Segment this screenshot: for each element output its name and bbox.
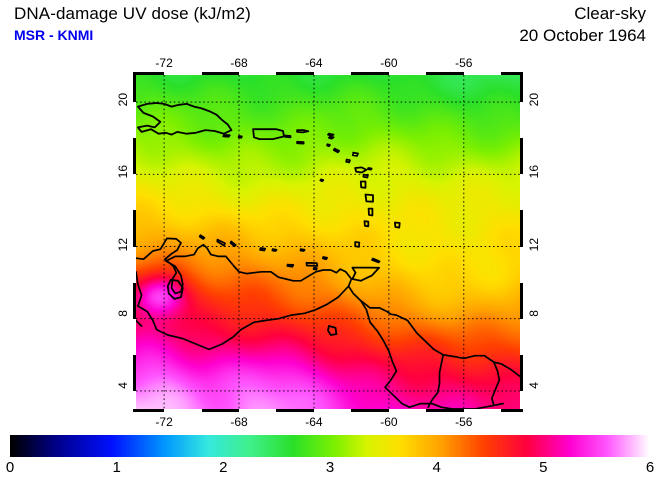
y-axis-tick-left-8: 8 [116, 309, 130, 317]
colorbar-tick-0: 0 [5, 459, 15, 476]
y-axis-tick-right-20: 20 [527, 93, 541, 107]
frame-tick-dash [239, 72, 277, 75]
frame-tick-dash [133, 174, 136, 211]
coastline-overlay [136, 102, 520, 409]
colorbar-tick-3: 3 [325, 459, 335, 476]
x-axis-tick-bot--60: -60 [380, 415, 398, 429]
y-axis-tick-left-20: 20 [116, 93, 130, 107]
frame-tick-dash [520, 390, 523, 409]
x-axis-tick-top--72: -72 [155, 56, 173, 70]
sky-condition-label: Clear-sky [574, 4, 646, 23]
x-axis-tick-top--56: -56 [455, 56, 473, 70]
colorbar-tick-4: 4 [432, 459, 441, 476]
frame-tick-dash [133, 246, 136, 283]
y-axis-tick-left-4: 4 [116, 381, 130, 389]
x-axis-tick-bot--72: -72 [155, 415, 173, 429]
map-panel [133, 72, 523, 412]
x-axis-tick-top--60: -60 [380, 56, 398, 70]
frame-tick-dash [313, 409, 352, 412]
figure-title: DNA-damage UV dose (kJ/m2) [14, 4, 251, 23]
frame-tick-dash [133, 318, 136, 355]
frame-tick-dash [388, 72, 427, 75]
frame-tick-dash [520, 102, 523, 139]
y-axis-tick-right-12: 12 [527, 237, 541, 251]
graticule-overlay [136, 75, 520, 409]
frame-tick-dash [520, 318, 523, 355]
y-axis-tick-right-16: 16 [527, 165, 541, 179]
frame-tick-dash [133, 390, 136, 409]
frame-tick-dash [388, 409, 427, 412]
frame-tick-dash [133, 102, 136, 139]
map-frame [133, 72, 523, 412]
figure-subtitle-source: MSR - KNMI [14, 27, 94, 43]
frame-tick-dash [239, 409, 277, 412]
y-axis-tick-right-8: 8 [527, 309, 541, 317]
colorbar [10, 435, 650, 457]
y-axis-tick-right-4: 4 [527, 381, 541, 389]
frame-tick-dash [164, 72, 202, 75]
x-axis-tick-bot--68: -68 [230, 415, 248, 429]
x-axis-tick-bot--56: -56 [455, 415, 473, 429]
frame-tick-dash [520, 246, 523, 283]
x-axis-tick-top--64: -64 [305, 56, 323, 70]
colorbar-tick-5: 5 [539, 459, 548, 476]
date-label: 20 October 1964 [519, 26, 646, 45]
uv-dose-raster [136, 75, 520, 409]
x-axis-tick-top--68: -68 [230, 56, 248, 70]
x-axis-tick-bot--64: -64 [305, 415, 323, 429]
frame-tick-dash [463, 72, 502, 75]
frame-tick-dash [313, 72, 352, 75]
frame-tick-dash [164, 409, 202, 412]
colorbar-tick-1: 1 [112, 459, 121, 476]
frame-tick-dash [520, 174, 523, 211]
y-axis-tick-left-16: 16 [116, 165, 130, 179]
y-axis-tick-left-12: 12 [116, 237, 130, 251]
colorbar-tick-2: 2 [219, 459, 228, 476]
frame-tick-dash [463, 409, 502, 412]
colorbar-tick-6: 6 [645, 459, 655, 476]
